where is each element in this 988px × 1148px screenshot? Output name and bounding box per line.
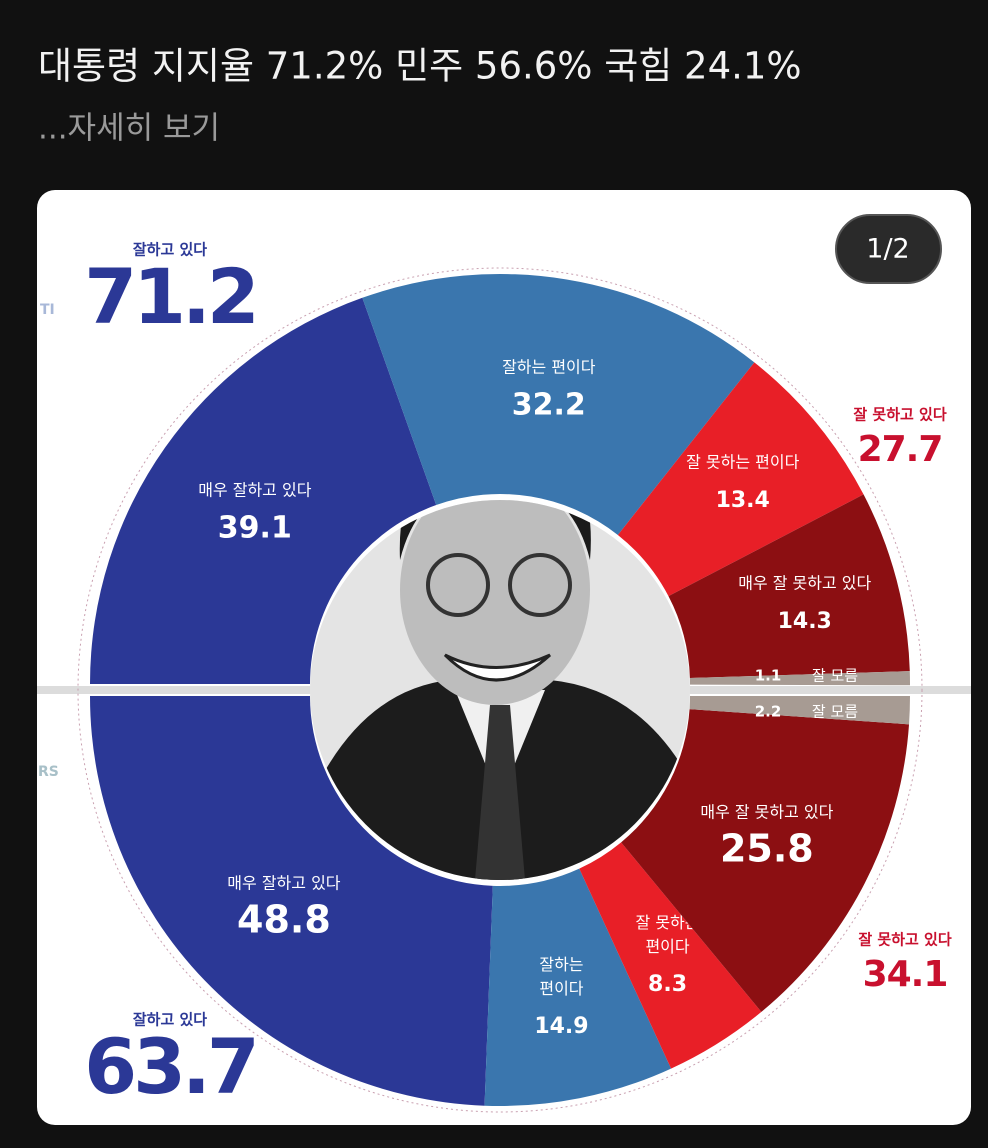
summary-label: 잘하고 있다: [133, 241, 207, 259]
edge-label: TI: [40, 302, 55, 318]
photo-glasses: [426, 553, 490, 617]
segment-label: 매우 잘하고 있다: [227, 874, 340, 893]
segment-label-line: 편이다: [539, 978, 583, 997]
photo-tie: [475, 705, 525, 880]
pie-segment: [621, 709, 910, 1012]
segment-label: 매우 잘 못하고 있다: [738, 574, 871, 593]
chart-area: 매우 잘하고 있다 39.1 잘하는 편이다 32.2 잘 못하는 편이다 13.4 매우 …: [37, 241, 971, 1113]
summary-value: 63.7: [84, 1022, 256, 1111]
segment-value: 1.1: [755, 667, 782, 685]
segment-value: 48.8: [237, 898, 331, 942]
pie-segment: [668, 494, 910, 679]
photo-face: [400, 500, 590, 705]
segment-value: 14.3: [778, 609, 832, 634]
segment-label: 잘하는 편이다: [502, 357, 596, 376]
segment-label-line: 편이다: [645, 936, 689, 955]
page-indicator: 1/2: [866, 234, 909, 265]
photo: [310, 500, 690, 880]
pie-segment: [689, 671, 910, 686]
summary-label: 잘 못하고 있다: [853, 406, 946, 424]
more-link[interactable]: ...자세히 보기: [38, 111, 220, 147]
summary-value: 71.2: [84, 252, 256, 341]
summary-label: 잘 못하고 있다: [858, 931, 951, 949]
post-title: 대통령 지지율 71.2% 민주 56.6% 국힘 24.1%: [38, 45, 802, 88]
pie-segment: [689, 696, 910, 725]
segment-label: 잘 못하는 편이다: [686, 453, 799, 472]
edge-label: RS: [38, 764, 59, 780]
segment-label: 잘 모름: [812, 703, 858, 721]
outline: [77, 267, 923, 1113]
segment-label: 잘 모름: [812, 667, 858, 685]
segment-value: 25.8: [720, 827, 814, 871]
pie-segment: [617, 362, 864, 597]
summary-value: 34.1: [863, 954, 948, 995]
summary-value: 27.7: [858, 429, 943, 470]
segment-value: 32.2: [512, 387, 586, 422]
pie-segment: [579, 842, 762, 1069]
page-indicator-bg[interactable]: [835, 214, 942, 284]
photo-smile: [443, 653, 552, 682]
segment-label: 매우 잘하고 있다: [198, 481, 311, 500]
segment-value: 14.9: [534, 1014, 588, 1039]
segment-label-line: 잘하는: [539, 954, 583, 973]
segment-value: 13.4: [716, 488, 770, 513]
segment-label: 매우 잘 못하고 있다: [700, 803, 833, 822]
photo-glasses: [508, 553, 572, 617]
segment-value: 8.3: [648, 972, 687, 997]
pie-segment: [90, 696, 493, 1106]
segment-value: 2.2: [755, 703, 782, 721]
segment-value: 39.1: [218, 511, 292, 546]
pie-segment: [90, 297, 437, 684]
pie-segment: [362, 274, 755, 535]
summary-label: 잘하고 있다: [133, 1011, 207, 1029]
pie-segment: [484, 868, 672, 1106]
